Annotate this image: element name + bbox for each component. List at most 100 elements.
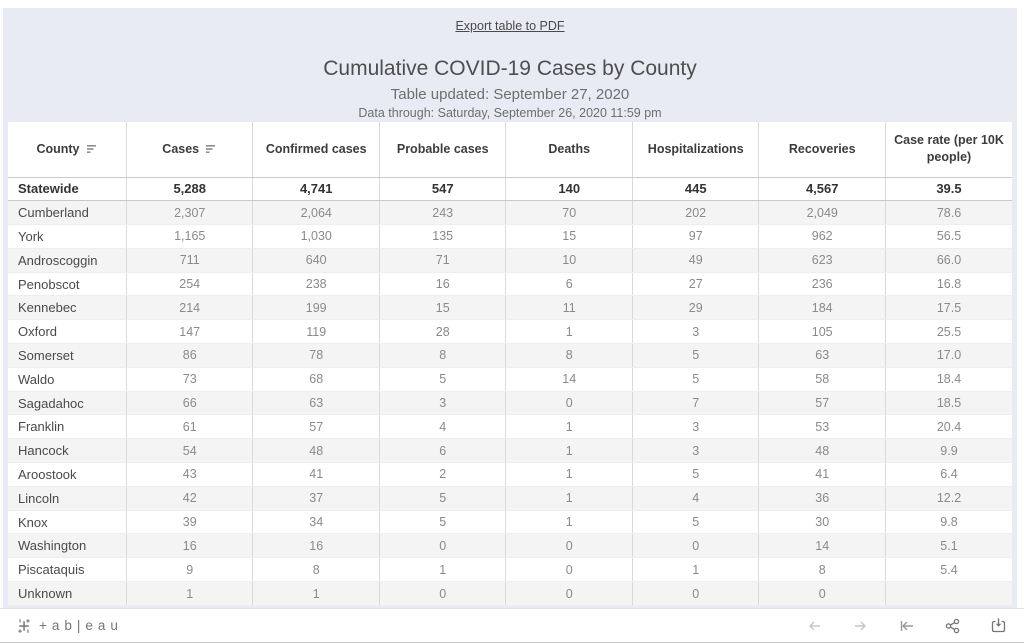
value-cell[interactable]: 1 bbox=[506, 463, 633, 487]
value-cell[interactable]: 5 bbox=[632, 510, 759, 534]
value-cell[interactable]: 4,567 bbox=[759, 177, 886, 201]
value-cell[interactable]: 199 bbox=[253, 296, 380, 320]
value-cell[interactable]: 73 bbox=[126, 367, 253, 391]
value-cell[interactable]: 16 bbox=[379, 272, 506, 296]
value-cell[interactable]: 623 bbox=[759, 248, 886, 272]
county-cell[interactable]: Franklin bbox=[8, 415, 126, 439]
value-cell[interactable]: 3 bbox=[632, 415, 759, 439]
column-header-case-rate[interactable]: Case rate (per 10K people) bbox=[885, 122, 1012, 177]
value-cell[interactable]: 3 bbox=[379, 391, 506, 415]
value-cell[interactable]: 2,049 bbox=[759, 201, 886, 225]
tableau-logo[interactable]: +ab|eau bbox=[16, 618, 123, 634]
value-cell[interactable]: 30 bbox=[759, 510, 886, 534]
value-cell[interactable]: 0 bbox=[759, 582, 886, 606]
value-cell[interactable]: 243 bbox=[379, 201, 506, 225]
value-cell[interactable]: 5 bbox=[632, 344, 759, 368]
value-cell[interactable]: 39 bbox=[126, 510, 253, 534]
value-cell[interactable]: 56.5 bbox=[885, 225, 1012, 249]
county-cell[interactable]: Somerset bbox=[8, 344, 126, 368]
value-cell[interactable]: 135 bbox=[379, 225, 506, 249]
value-cell[interactable]: 78.6 bbox=[885, 201, 1012, 225]
value-cell[interactable]: 8 bbox=[379, 344, 506, 368]
value-cell[interactable]: 14 bbox=[506, 367, 633, 391]
value-cell[interactable]: 5 bbox=[632, 463, 759, 487]
value-cell[interactable]: 0 bbox=[379, 582, 506, 606]
value-cell[interactable]: 49 bbox=[632, 248, 759, 272]
value-cell[interactable]: 58 bbox=[759, 367, 886, 391]
county-cell[interactable]: Oxford bbox=[8, 320, 126, 344]
value-cell[interactable]: 37 bbox=[253, 486, 380, 510]
column-header-probable-cases[interactable]: Probable cases bbox=[379, 122, 506, 177]
column-header-confirmed-cases[interactable]: Confirmed cases bbox=[253, 122, 380, 177]
value-cell[interactable]: 86 bbox=[126, 344, 253, 368]
value-cell[interactable]: 10 bbox=[506, 248, 633, 272]
value-cell[interactable]: 3 bbox=[632, 320, 759, 344]
value-cell[interactable]: 1 bbox=[379, 558, 506, 582]
value-cell[interactable]: 11 bbox=[506, 296, 633, 320]
value-cell[interactable]: 39.5 bbox=[885, 177, 1012, 201]
value-cell[interactable]: 238 bbox=[253, 272, 380, 296]
download-icon[interactable] bbox=[989, 617, 1008, 635]
county-cell[interactable]: Statewide bbox=[8, 177, 126, 201]
value-cell[interactable]: 57 bbox=[253, 415, 380, 439]
value-cell[interactable]: 184 bbox=[759, 296, 886, 320]
value-cell[interactable]: 4,741 bbox=[253, 177, 380, 201]
value-cell[interactable] bbox=[885, 582, 1012, 606]
county-cell[interactable]: Androscoggin bbox=[8, 248, 126, 272]
value-cell[interactable]: 8 bbox=[253, 558, 380, 582]
value-cell[interactable]: 7 bbox=[632, 391, 759, 415]
value-cell[interactable]: 5 bbox=[632, 367, 759, 391]
value-cell[interactable]: 18.4 bbox=[885, 367, 1012, 391]
value-cell[interactable]: 12.2 bbox=[885, 486, 1012, 510]
county-cell[interactable]: Washington bbox=[8, 534, 126, 558]
value-cell[interactable]: 640 bbox=[253, 248, 380, 272]
value-cell[interactable]: 5,288 bbox=[126, 177, 253, 201]
value-cell[interactable]: 43 bbox=[126, 463, 253, 487]
county-cell[interactable]: Hancock bbox=[8, 439, 126, 463]
value-cell[interactable]: 6 bbox=[379, 439, 506, 463]
value-cell[interactable]: 29 bbox=[632, 296, 759, 320]
value-cell[interactable]: 1 bbox=[253, 582, 380, 606]
value-cell[interactable]: 140 bbox=[506, 177, 633, 201]
value-cell[interactable]: 5 bbox=[379, 367, 506, 391]
value-cell[interactable]: 8 bbox=[506, 344, 633, 368]
column-header-county[interactable]: County bbox=[8, 122, 126, 177]
value-cell[interactable]: 34 bbox=[253, 510, 380, 534]
value-cell[interactable]: 57 bbox=[759, 391, 886, 415]
value-cell[interactable]: 0 bbox=[379, 534, 506, 558]
county-cell[interactable]: Sagadahoc bbox=[8, 391, 126, 415]
value-cell[interactable]: 1 bbox=[506, 439, 633, 463]
county-cell[interactable]: Lincoln bbox=[8, 486, 126, 510]
value-cell[interactable]: 119 bbox=[253, 320, 380, 344]
value-cell[interactable]: 18.5 bbox=[885, 391, 1012, 415]
column-header-deaths[interactable]: Deaths bbox=[506, 122, 633, 177]
value-cell[interactable]: 20.4 bbox=[885, 415, 1012, 439]
value-cell[interactable]: 97 bbox=[632, 225, 759, 249]
value-cell[interactable]: 105 bbox=[759, 320, 886, 344]
value-cell[interactable]: 17.0 bbox=[885, 344, 1012, 368]
value-cell[interactable]: 4 bbox=[379, 415, 506, 439]
value-cell[interactable]: 2 bbox=[379, 463, 506, 487]
value-cell[interactable]: 5.1 bbox=[885, 534, 1012, 558]
value-cell[interactable]: 14 bbox=[759, 534, 886, 558]
value-cell[interactable]: 1,030 bbox=[253, 225, 380, 249]
column-header-hospitalizations[interactable]: Hospitalizations bbox=[632, 122, 759, 177]
value-cell[interactable]: 147 bbox=[126, 320, 253, 344]
value-cell[interactable]: 6 bbox=[506, 272, 633, 296]
value-cell[interactable]: 0 bbox=[506, 534, 633, 558]
value-cell[interactable]: 5 bbox=[379, 510, 506, 534]
value-cell[interactable]: 61 bbox=[126, 415, 253, 439]
value-cell[interactable]: 78 bbox=[253, 344, 380, 368]
value-cell[interactable]: 2,064 bbox=[253, 201, 380, 225]
value-cell[interactable]: 54 bbox=[126, 439, 253, 463]
value-cell[interactable]: 962 bbox=[759, 225, 886, 249]
county-cell[interactable]: York bbox=[8, 225, 126, 249]
value-cell[interactable]: 9.8 bbox=[885, 510, 1012, 534]
value-cell[interactable]: 9.9 bbox=[885, 439, 1012, 463]
county-cell[interactable]: Kennebec bbox=[8, 296, 126, 320]
county-cell[interactable]: Penobscot bbox=[8, 272, 126, 296]
value-cell[interactable]: 202 bbox=[632, 201, 759, 225]
value-cell[interactable]: 1 bbox=[506, 415, 633, 439]
value-cell[interactable]: 1 bbox=[126, 582, 253, 606]
value-cell[interactable]: 63 bbox=[759, 344, 886, 368]
